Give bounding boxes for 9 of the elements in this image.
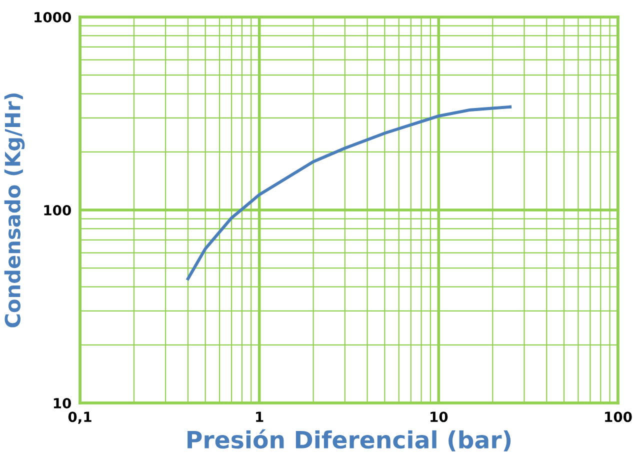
y-tick-label: 10 [54, 398, 72, 408]
x-axis-title: Presión Diferencial (bar) [188, 429, 511, 452]
x-tick-label: 1 [256, 412, 264, 422]
y-tick-label: 1000 [34, 12, 72, 22]
y-tick-label: 100 [44, 204, 72, 216]
x-tick-label: 100 [605, 412, 632, 422]
x-tick-label: 0,1 [68, 412, 92, 424]
y-axis-title: Condensado (Kg/Hr) [4, 93, 25, 328]
x-tick-label: 10 [430, 412, 448, 422]
